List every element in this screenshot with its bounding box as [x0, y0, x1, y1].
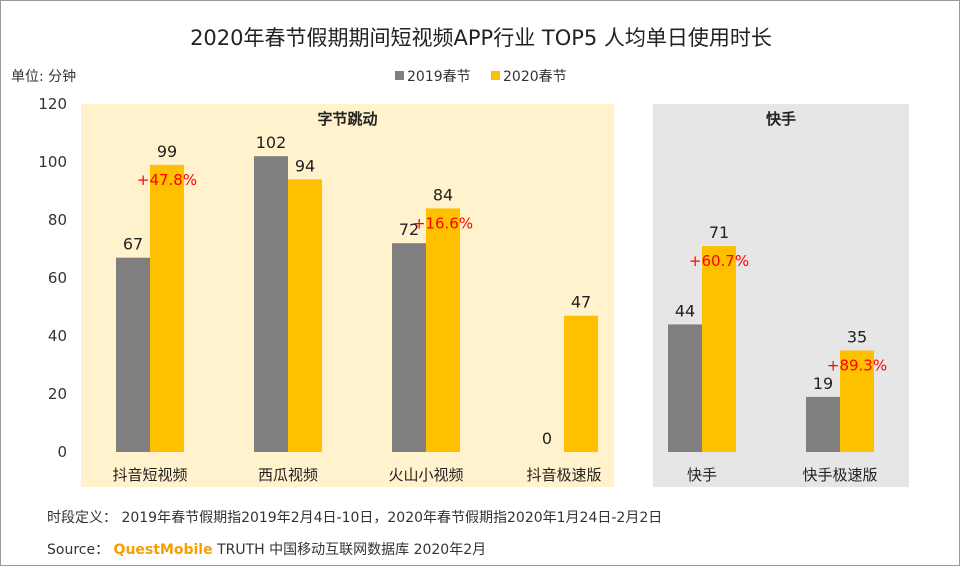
- bar-2019: [116, 257, 150, 452]
- y-tick-label: 40: [48, 327, 67, 345]
- growth-label: +16.6%: [413, 214, 473, 232]
- bar-2019: [392, 243, 426, 452]
- source-label: Source：: [47, 542, 110, 558]
- bar-2020: [150, 164, 184, 452]
- bar-2019: [806, 396, 840, 452]
- bar-2020: [426, 208, 460, 452]
- data-label: 0: [542, 429, 552, 448]
- growth-label: +60.7%: [689, 252, 749, 270]
- legend-swatch: [491, 71, 500, 80]
- y-tick-label: 100: [38, 153, 67, 171]
- y-tick-label: 60: [48, 269, 67, 287]
- bar-2020: [288, 179, 322, 452]
- legend: 2019春节 2020春节: [395, 69, 567, 85]
- source-text: TRUTH 中国移动互联网数据库 2020年2月: [217, 542, 487, 558]
- bars: [116, 156, 874, 452]
- data-label: 72: [399, 220, 419, 239]
- category-label: 快手: [687, 466, 717, 484]
- footer-source: Source： QuestMobile TRUTH 中国移动互联网数据库 202…: [47, 539, 486, 559]
- value-labels: 67 99 +47.8% 102 94 72 84 +16.6% 0 47 44 71 +60.7% 19…: [123, 133, 887, 448]
- growth-label: +89.3%: [827, 357, 887, 375]
- source-brand: QuestMobile: [113, 542, 213, 558]
- bar-2020: [702, 246, 736, 452]
- group-label: 字节跳动: [317, 110, 377, 128]
- data-label: 47: [571, 293, 591, 312]
- y-tick-label: 0: [57, 443, 67, 461]
- category-label: 西瓜视频: [258, 466, 318, 484]
- data-label: 94: [295, 156, 315, 175]
- category-label: 抖音极速版: [526, 466, 601, 484]
- data-label: 99: [157, 142, 177, 161]
- group-label: 快手: [766, 110, 796, 128]
- data-label: 19: [813, 374, 833, 393]
- bar-2019: [254, 156, 288, 452]
- category-labels: 抖音短视频 西瓜视频 火山小视频 抖音极速版 快手 快手极速版: [112, 466, 877, 484]
- chart-title: 2020年春节假期期间短视频APP行业 TOP5 人均单日使用时长: [190, 26, 772, 50]
- unit-label: 单位: 分钟: [11, 68, 76, 85]
- data-label: 84: [433, 185, 453, 204]
- definition-label: 时段定义：: [47, 510, 117, 526]
- category-label: 快手极速版: [802, 466, 877, 484]
- data-label: 102: [256, 133, 287, 152]
- y-tick-label: 20: [48, 385, 67, 403]
- legend-swatch: [395, 71, 404, 80]
- bar-2020: [840, 350, 874, 452]
- definition-text: 2019年春节假期指2019年2月4日-10日，2020年春节假期指2020年1…: [121, 510, 663, 526]
- data-label: 67: [123, 235, 143, 254]
- data-label: 44: [675, 301, 695, 320]
- bar-2019: [668, 324, 702, 452]
- group-labels: 字节跳动 快手: [317, 110, 796, 128]
- legend-entry: 2020春节: [503, 69, 567, 85]
- y-tick-label: 120: [38, 95, 67, 113]
- growth-label: +47.8%: [137, 171, 197, 189]
- category-label: 抖音短视频: [112, 466, 187, 484]
- y-axis: 0 20 40 60 80 100 120: [38, 95, 67, 461]
- category-label: 火山小视频: [388, 466, 463, 484]
- data-label: 35: [847, 328, 867, 347]
- y-tick-label: 80: [48, 211, 67, 229]
- footer-definition: 时段定义： 2019年春节假期指2019年2月4日-10日，2020年春节假期指…: [47, 507, 662, 527]
- legend-entry: 2019春节: [407, 69, 471, 85]
- bar-2020: [564, 315, 598, 452]
- data-label: 71: [709, 223, 729, 242]
